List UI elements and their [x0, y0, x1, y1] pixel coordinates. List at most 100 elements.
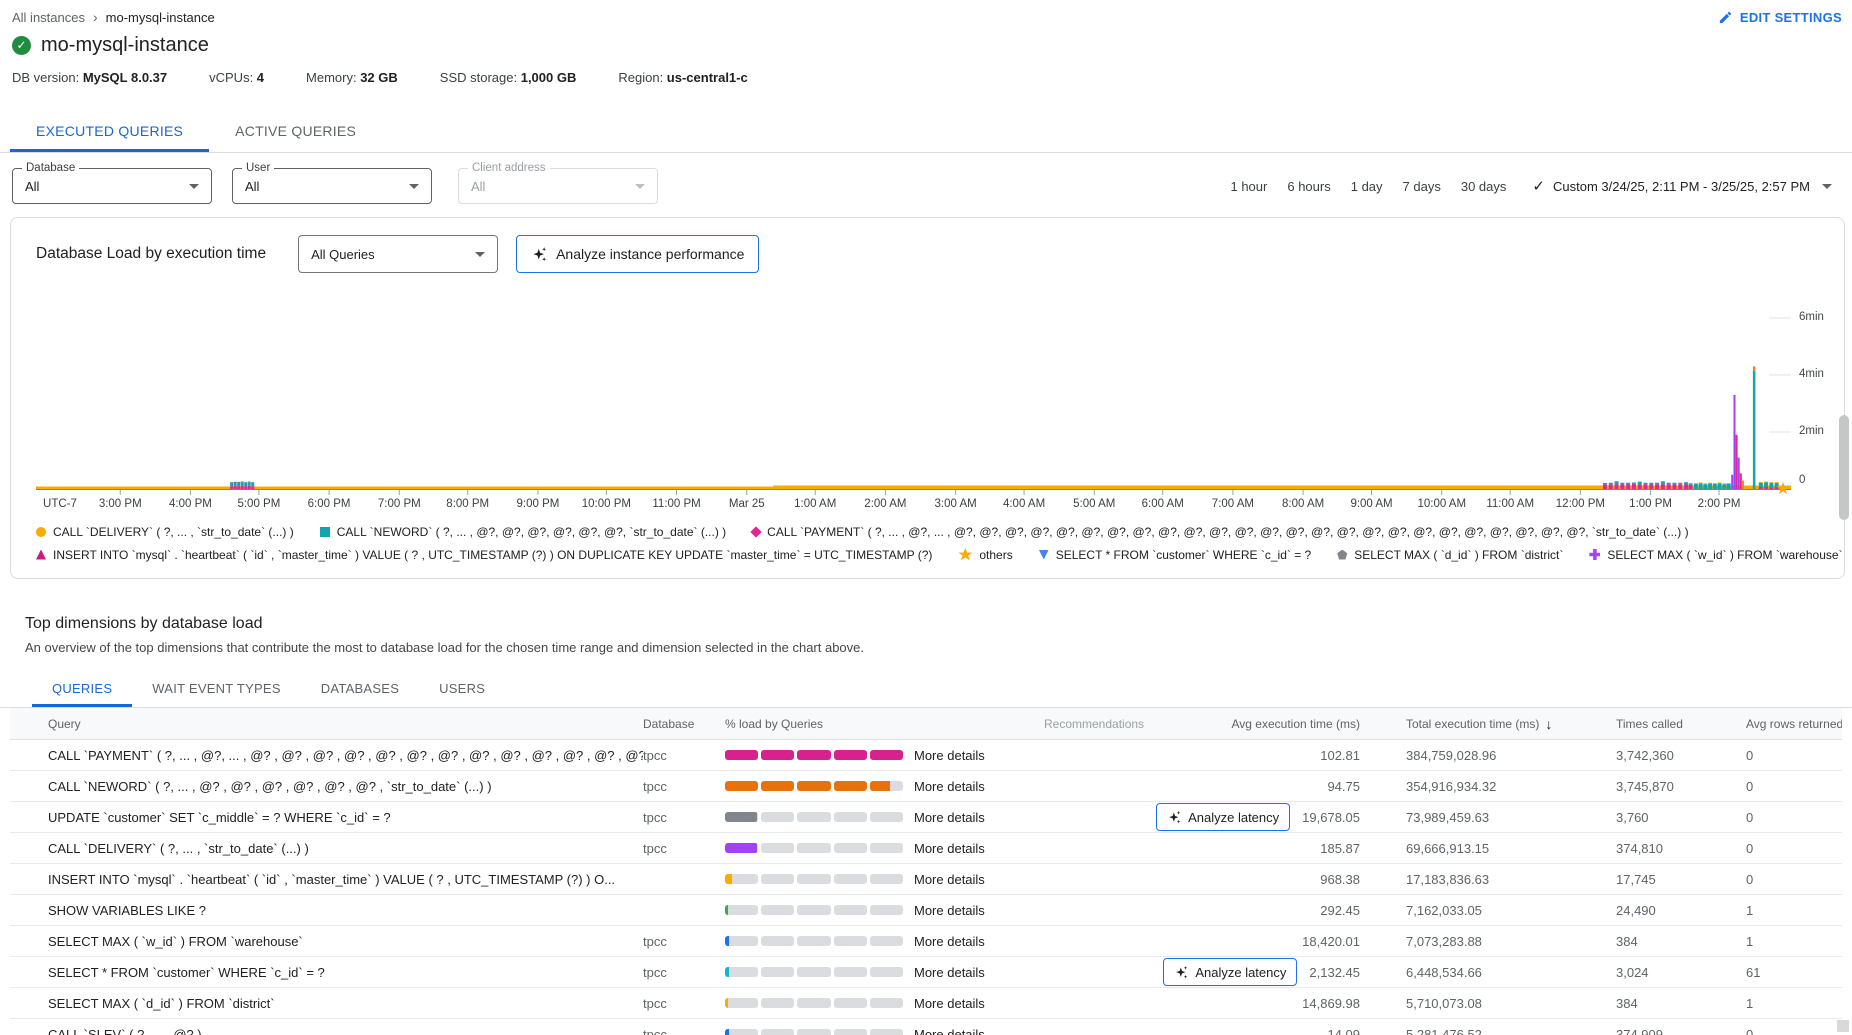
column-header[interactable]: % load by Queries — [725, 716, 824, 731]
legend-item[interactable]: others — [958, 547, 1013, 562]
analyze-instance-performance-button[interactable]: Analyze instance performance — [516, 235, 760, 273]
legend-item[interactable]: CALL `DELIVERY` ( ?, ... , `str_to_date`… — [36, 525, 294, 539]
total-execution-cell: 5,710,073.08 — [1406, 995, 1482, 1011]
filter-label: Client address — [468, 162, 550, 174]
avg-execution-cell: Analyze latency 19,678.05 — [1150, 803, 1366, 831]
query-cell: CALL `SLEV` ( ?, ... , @? ) — [48, 1026, 202, 1035]
analyze-latency-button[interactable]: Analyze latency — [1163, 958, 1298, 986]
blue-triangle-down-icon — [1038, 549, 1049, 560]
more-details-cell: More details — [910, 1027, 1040, 1035]
page-title: mo-mysql-instance — [41, 33, 209, 56]
load-bar-segment — [797, 905, 831, 915]
time-option[interactable]: 1 hour — [1230, 178, 1268, 194]
vertical-scrollbar[interactable] — [1839, 415, 1849, 520]
column-header[interactable]: Times called — [1616, 716, 1683, 731]
avg-execution-value: 102.81 — [1320, 747, 1360, 763]
dimension-tab-wait-event-types[interactable]: WAIT EVENT TYPES — [152, 681, 281, 696]
load-bar-segment — [869, 781, 904, 791]
edit-settings-button[interactable]: EDIT SETTINGS — [1718, 10, 1842, 25]
column-header[interactable]: Query — [48, 716, 81, 731]
filter-row: Database All User All Client address All 1 ho… — [0, 153, 1852, 205]
x-tick-label: 10:00 AM — [1417, 498, 1467, 510]
total-execution-cell: 6,448,534.66 — [1406, 964, 1482, 980]
filter-user[interactable]: User All — [232, 162, 432, 204]
filter-label: User — [242, 162, 275, 174]
more-details-link[interactable]: More details — [914, 778, 985, 794]
load-bar-segment — [833, 998, 867, 1008]
filter-database[interactable]: Database All — [12, 162, 212, 204]
filter-value: All — [471, 178, 486, 194]
more-details-link[interactable]: More details — [914, 809, 985, 825]
queries-dropdown-value: All Queries — [311, 246, 375, 262]
column-header[interactable]: Avg execution time (ms) — [1231, 716, 1361, 731]
dropdown-caret-icon — [409, 183, 419, 189]
more-details-link[interactable]: More details — [914, 933, 985, 949]
total-execution-cell: 17,183,836.63 — [1406, 871, 1490, 887]
legend-item[interactable]: SELECT MAX ( `d_id` ) FROM `district` — [1337, 548, 1563, 562]
x-tick-label: 7:00 AM — [1211, 498, 1255, 510]
load-bar-fill — [725, 843, 757, 853]
more-details-link[interactable]: More details — [914, 1026, 985, 1035]
load-bar-segment — [797, 967, 831, 977]
more-details-link[interactable]: More details — [914, 964, 985, 980]
load-bar-fill — [761, 750, 795, 760]
load-bar-segment — [797, 812, 831, 822]
x-tick-label: 11:00 PM — [652, 498, 701, 510]
end-star-icon: ★ — [1775, 479, 1790, 496]
legend-label: others — [979, 547, 1013, 562]
dimension-tab-databases[interactable]: DATABASES — [320, 681, 400, 696]
time-option[interactable]: 30 days — [1460, 178, 1507, 194]
legend-item[interactable]: SELECT * FROM `customer` WHERE `c_id` = … — [1038, 548, 1311, 562]
dimension-tab-users[interactable]: USERS — [439, 681, 486, 696]
load-chart-svg[interactable]: ★ — [36, 276, 1791, 496]
column-header[interactable]: Total execution time (ms) ↓ — [1366, 716, 1616, 732]
meta-item: SSD storage: 1,000 GB — [440, 70, 577, 88]
tab-executed-queries[interactable]: EXECUTED QUERIES — [10, 112, 209, 152]
dropdown-caret-icon — [635, 183, 645, 189]
more-details-link[interactable]: More details — [914, 995, 985, 1011]
tab-active-queries[interactable]: ACTIVE QUERIES — [235, 123, 357, 139]
legend-item[interactable]: CALL `PAYMENT` ( ?, ... , @?, ... , @?, … — [750, 525, 1689, 539]
database-load-card: Database Load by execution time All Quer… — [10, 217, 1845, 579]
more-details-link[interactable]: More details — [914, 871, 985, 887]
analyze-instance-performance-label: Analyze instance performance — [556, 246, 745, 262]
column-header[interactable]: Database — [643, 716, 695, 731]
column-header[interactable]: Recommendations — [1044, 716, 1145, 731]
load-chart: ★ 6min 4min 2min 0 UTC-7 3:00 PM 4:00 PM 5:00 … — [36, 276, 1824, 514]
legend-item[interactable]: INSERT INTO `mysql` . `heartbeat` ( `id`… — [36, 548, 932, 562]
sparkle-icon — [1176, 965, 1188, 978]
dimension-tab-queries[interactable]: QUERIES — [32, 673, 132, 707]
analyze-latency-button[interactable]: Analyze latency — [1156, 803, 1291, 831]
legend-item[interactable]: SELECT MAX ( `w_id` ) FROM `warehouse` — [1589, 548, 1843, 562]
load-cell — [725, 781, 910, 791]
more-details-link[interactable]: More details — [914, 747, 985, 763]
load-bar-fill — [725, 781, 759, 791]
legend-label: SELECT MAX ( `d_id` ) FROM `district` — [1354, 547, 1564, 562]
top-dimensions-subtitle: An overview of the top dimensions that c… — [25, 640, 865, 655]
load-bar-segment — [725, 781, 759, 791]
time-option[interactable]: 6 hours — [1287, 178, 1331, 194]
breadcrumb-chevron-icon: › — [92, 9, 98, 25]
load-cell — [725, 874, 910, 884]
x-tick-label: 5:00 AM — [1073, 498, 1116, 510]
analyze-latency-label: Analyze latency — [1195, 964, 1287, 980]
load-bar-segment — [761, 936, 795, 946]
x-tick-label: 1:00 AM — [794, 498, 837, 510]
column-header[interactable]: Avg rows returned — [1746, 716, 1842, 731]
time-option[interactable]: 1 day — [1350, 178, 1383, 194]
time-option[interactable]: 7 days — [1402, 178, 1441, 194]
legend-item[interactable]: CALL `NEWORD` ( ?, ... , @?, @?, @?, @?,… — [319, 525, 726, 539]
table-row: INSERT INTO `mysql` . `heartbeat` ( `id`… — [10, 864, 1842, 895]
breadcrumb-all-instances[interactable]: All instances — [12, 9, 85, 25]
more-details-link[interactable]: More details — [914, 902, 985, 918]
time-range-custom[interactable]: Custom 3/24/25, 2:11 PM - 3/25/25, 2:57 … — [1532, 177, 1832, 195]
legend-row: CALL `DELIVERY` ( ?, ... , `str_to_date`… — [36, 520, 1844, 543]
more-details-link[interactable]: More details — [914, 840, 985, 856]
sparkle-icon — [533, 246, 547, 261]
load-bar-segment — [725, 998, 759, 1008]
times-called-cell: 3,024 — [1616, 964, 1649, 980]
teal-square-icon — [319, 526, 330, 537]
x-tick-label: 2:00 PM — [1697, 498, 1741, 510]
queries-dropdown[interactable]: All Queries — [298, 235, 499, 273]
load-bar-segment — [797, 1029, 831, 1035]
